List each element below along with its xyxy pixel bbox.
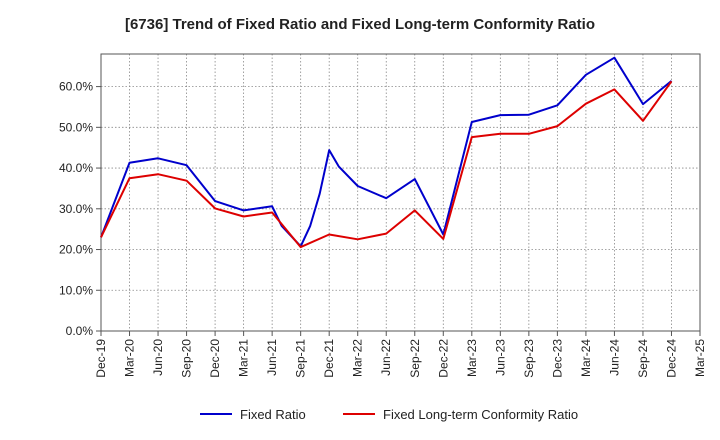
x-tick-label: Mar-25 bbox=[693, 339, 707, 377]
y-tick-label: 10.0% bbox=[59, 283, 93, 297]
x-tick-label: Dec-20 bbox=[208, 339, 222, 378]
y-tick-label: 20.0% bbox=[59, 243, 93, 257]
series-lines bbox=[100, 56, 673, 249]
x-tick-label: Dec-23 bbox=[550, 339, 564, 378]
legend-label-fixed-ratio: Fixed Ratio bbox=[240, 407, 306, 422]
y-tick-label: 30.0% bbox=[59, 202, 93, 216]
axes: 0.0% 10.0% 20.0% 30.0% 40.0% 50.0% 60.0% Dec-19… bbox=[59, 53, 707, 378]
x-tick-label: Sep-23 bbox=[522, 339, 536, 378]
x-tick-label: Mar-23 bbox=[465, 339, 479, 377]
x-tick-label: Dec-22 bbox=[436, 339, 450, 378]
x-tick-label: Sep-24 bbox=[636, 339, 650, 378]
x-tick-label: Jun-22 bbox=[379, 339, 393, 376]
legend-label-fixed-long-term-conformity-ratio: Fixed Long-term Conformity Ratio bbox=[383, 407, 578, 422]
x-tick-label: Dec-19 bbox=[94, 339, 108, 378]
legend: Fixed Ratio Fixed Long-term Conformity Ra… bbox=[200, 407, 578, 422]
y-tick-label: 0.0% bbox=[66, 324, 94, 338]
series-line-fixed-ratio bbox=[100, 56, 673, 248]
grid bbox=[101, 54, 700, 331]
x-tick-label: Sep-22 bbox=[408, 339, 422, 378]
x-tick-label: Dec-21 bbox=[322, 339, 336, 378]
x-tick-label: Jun-21 bbox=[265, 339, 279, 376]
x-tick-label: Jun-24 bbox=[607, 339, 621, 376]
x-tick-label: Mar-21 bbox=[237, 339, 251, 377]
x-tick-label: Mar-20 bbox=[123, 339, 137, 377]
chart-title: [6736] Trend of Fixed Ratio and Fixed Lo… bbox=[124, 16, 596, 33]
x-tick-label: Jun-20 bbox=[151, 339, 165, 376]
x-tick-label: Mar-22 bbox=[351, 339, 365, 377]
x-tick-label: Jun-23 bbox=[493, 339, 507, 376]
x-tick-label: Dec-24 bbox=[664, 339, 678, 378]
x-tick-label: Sep-21 bbox=[294, 339, 308, 378]
plot-frame bbox=[100, 53, 701, 332]
y-tick-label: 50.0% bbox=[59, 120, 93, 134]
y-tick-label: 60.0% bbox=[59, 80, 93, 94]
x-tick-label: Mar-24 bbox=[579, 339, 593, 377]
x-tick-label: Sep-20 bbox=[180, 339, 194, 378]
y-tick-label: 40.0% bbox=[59, 161, 93, 175]
series-line-fixed-long-term-conformity-ratio bbox=[100, 80, 673, 249]
